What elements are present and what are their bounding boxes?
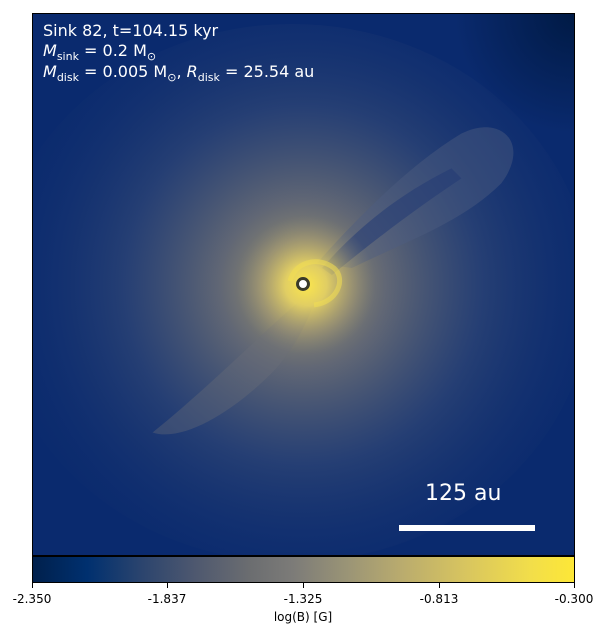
colorbar-label: log(B) [G] [273,610,333,624]
m-sink-symbol: M [43,41,57,60]
sink-mass-label: Msink = 0.2 M⊙ [43,41,156,63]
colorbar [32,556,575,583]
m-disk-subscript: disk [56,71,79,84]
r-disk-symbol: R [186,62,198,81]
colorbar-tick [32,583,33,588]
field-image [33,14,574,555]
disk-properties-label: Mdisk = 0.005 M⊙, Rdisk = 25.54 au [43,62,314,84]
magnetic-field-map: Sink 82, t=104.15 kyr Msink = 0.2 M⊙ Mdi… [32,13,575,556]
r-disk-value: = 25.54 au [219,62,315,81]
colorbar-tick [574,583,575,588]
sink-marker [296,277,310,291]
sink-time-label: Sink 82, t=104.15 kyr [43,21,219,40]
colorbar-tick-label: -0.813 [419,592,459,606]
m-disk-value: = 0.005 M [78,62,168,81]
r-disk-subscript: disk [197,71,220,84]
m-sink-sun-symbol: ⊙ [146,50,157,63]
m-disk-sun-symbol: ⊙ [167,71,177,84]
scale-bar [399,525,535,531]
m-sink-subscript: sink [56,50,79,63]
scale-bar-label: 125 au [425,481,502,506]
colorbar-tick-label: -0.300 [554,592,594,606]
colorbar-tick [439,583,440,588]
colorbar-tick-label: -2.350 [12,592,52,606]
colorbar-tick [303,583,304,588]
colorbar-tick-label: -1.325 [283,592,323,606]
colorbar-tick-label: -1.837 [147,592,187,606]
r-disk-separator: , [176,62,187,81]
colorbar-tick [167,583,168,588]
m-disk-symbol: M [43,62,57,81]
m-sink-value: = 0.2 M [78,41,147,60]
